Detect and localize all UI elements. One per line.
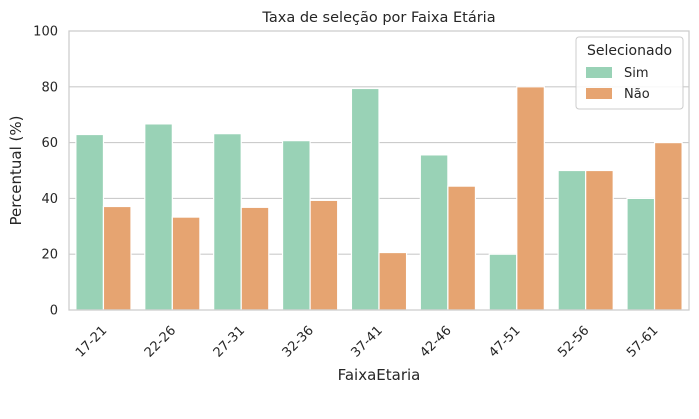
bar-sim-52-56: [557, 169, 587, 311]
x-axis-label: FaixaEtaria: [338, 366, 421, 384]
legend: Selecionado Sim Não: [575, 36, 684, 110]
bar-sim-57-61: [626, 197, 656, 311]
x-tick-label: 17-21: [73, 323, 110, 360]
legend-title: Selecionado: [587, 43, 672, 59]
x-tick-labels: 17-21 22-26 27-31 32-36 37-41 42-46 47-51 52-56…: [73, 323, 661, 360]
y-tick-label: 80: [41, 80, 58, 95]
bar-nao-27-31: [240, 206, 270, 311]
bar-sim-42-46: [419, 154, 449, 311]
plot-frame: [68, 30, 690, 311]
bar-sim-32-36: [281, 140, 311, 311]
bar-nao-17-21: [102, 205, 132, 311]
bar-nao-52-56: [585, 169, 614, 311]
x-tick-label: 47-51: [486, 323, 523, 360]
bar-nao-32-36: [309, 199, 339, 311]
x-tick-label: 57-61: [624, 323, 661, 360]
y-tick-label: 60: [41, 136, 58, 151]
bar-nao-42-46: [447, 185, 477, 311]
y-tick-labels: 0 20 40 60 80 100: [33, 25, 58, 319]
legend-label: Não: [624, 87, 650, 102]
bar-nao-37-41: [378, 251, 408, 311]
bar-sim-17-21: [75, 133, 105, 311]
y-tick-label: 100: [33, 25, 58, 40]
y-tick-label: 0: [50, 304, 58, 319]
x-tick-label: 42-46: [417, 323, 454, 360]
bars: [75, 86, 683, 311]
x-tick-label: 22-26: [142, 323, 179, 360]
bar-sim-27-31: [213, 133, 242, 311]
legend-swatch: [586, 88, 612, 99]
x-tick-label: 37-41: [349, 323, 386, 360]
legend-swatch: [586, 67, 612, 78]
y-tick-label: 40: [41, 192, 58, 207]
bar-nao-47-51: [516, 86, 545, 311]
y-tick-label: 20: [41, 248, 58, 263]
y-axis-label: Percentual (%): [7, 115, 25, 225]
chart-title: Taxa de seleção por Faixa Etária: [261, 10, 495, 26]
bar-nao-22-26: [171, 216, 201, 311]
legend-label: Sim: [624, 66, 649, 81]
bar-sim-47-51: [488, 253, 518, 311]
x-tick-label: 52-56: [555, 323, 592, 360]
x-tick-label: 32-36: [280, 323, 317, 360]
bar-nao-57-61: [653, 142, 683, 311]
bar-sim-22-26: [144, 123, 173, 311]
bar-sim-37-41: [350, 87, 380, 311]
x-tick-label: 27-31: [211, 323, 248, 360]
